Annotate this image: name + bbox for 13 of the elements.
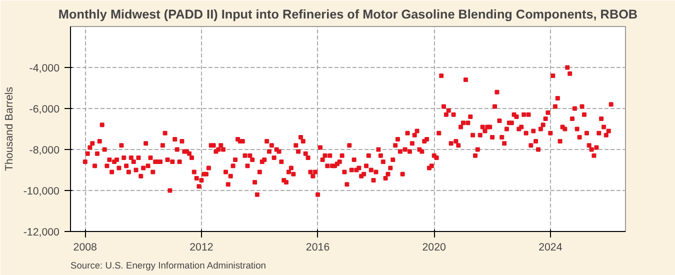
chart-title: Monthly Midwest (PADD II) Input into Refineries of Motor Gasoline Blending Components, RBOB [58, 8, 638, 22]
y-tick-label: -4,000 [29, 62, 60, 74]
x-tick-label: 2012 [190, 242, 214, 254]
y-axis-title: Thousand Barrels [3, 86, 16, 172]
x-tick-label: 2008 [73, 242, 98, 254]
source-note: Source: U.S. Energy Information Administration [70, 260, 266, 270]
x-tick-label: 2024 [538, 242, 562, 254]
y-tick-label: -12,000 [23, 226, 60, 238]
y-tick-label: -10,000 [23, 186, 60, 198]
x-tick-label: 2020 [422, 242, 446, 254]
y-tick-label: -6,000 [29, 104, 60, 116]
x-tick-label: 2016 [306, 242, 330, 254]
y-tick-label: -8,000 [29, 144, 60, 156]
